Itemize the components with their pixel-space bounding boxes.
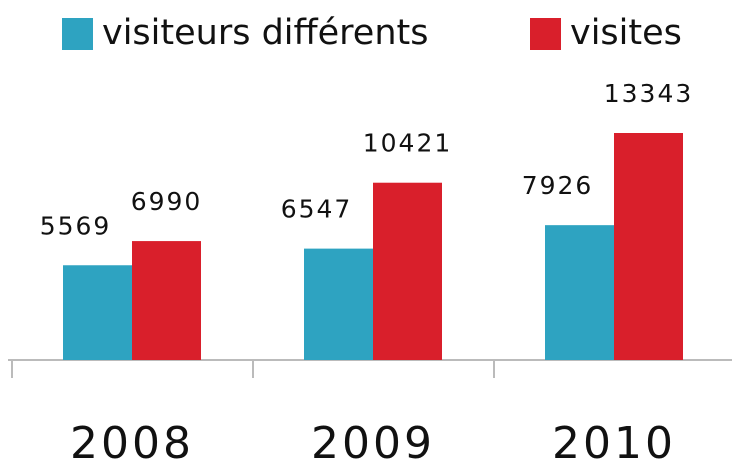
value-label: 5569 xyxy=(40,211,112,240)
bar xyxy=(614,133,683,360)
value-label: 10421 xyxy=(363,129,453,158)
legend-label: visites xyxy=(570,13,682,53)
bar xyxy=(304,248,373,360)
value-label: 7926 xyxy=(522,171,594,200)
value-label: 6990 xyxy=(131,187,203,216)
bar xyxy=(545,225,614,360)
category-label: 2008 xyxy=(70,418,194,469)
category-label: 2009 xyxy=(311,418,435,469)
value-label: 13343 xyxy=(604,79,694,108)
value-label: 6547 xyxy=(281,195,353,224)
bar xyxy=(132,241,201,360)
legend-label: visiteurs différents xyxy=(102,13,428,53)
bar xyxy=(373,182,442,360)
legend-swatch xyxy=(62,18,93,50)
legend-swatch xyxy=(530,18,561,50)
bar xyxy=(63,265,132,360)
category-label: 2010 xyxy=(552,418,676,469)
